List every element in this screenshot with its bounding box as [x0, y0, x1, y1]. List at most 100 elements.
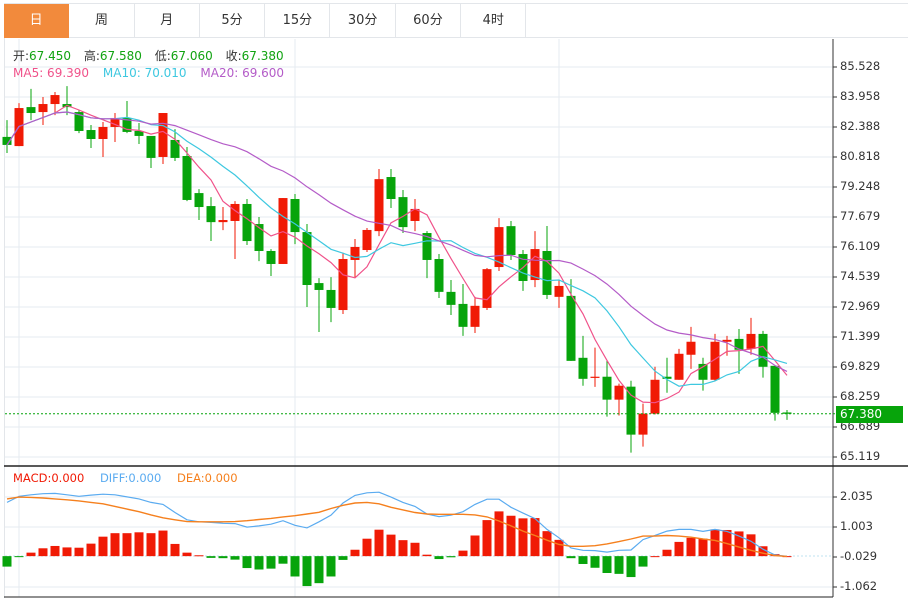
- macd-bar: [482, 520, 492, 557]
- ohlc-readout: 开:67.450 高:67.580 低:67.060 收:67.380: [13, 47, 293, 64]
- macd-bar: [362, 538, 372, 557]
- ma10-line: [6, 111, 788, 387]
- macd-bar: [122, 533, 132, 557]
- tab-month[interactable]: 月: [135, 4, 200, 38]
- ma-legend: MA5: 69.390 MA10: 70.010 MA20: 69.600: [13, 66, 294, 80]
- macd-bar: [110, 533, 120, 557]
- macd-bar: [242, 556, 252, 569]
- macd-bar: [194, 555, 204, 557]
- macd-bar: [158, 530, 168, 557]
- macd-bar: [758, 546, 768, 557]
- high-value: 67.580: [99, 49, 142, 63]
- candle-down: [2, 136, 12, 145]
- candle-down: [26, 107, 36, 114]
- tab-5min[interactable]: 5分: [200, 4, 266, 38]
- candle-up: [590, 376, 600, 378]
- candle-up: [362, 229, 372, 251]
- tab-week[interactable]: 周: [69, 4, 135, 38]
- price-tick-label: 69.829: [840, 359, 881, 373]
- macd-bar: [458, 550, 468, 557]
- macd-bar: [50, 545, 60, 557]
- macd-bar: [218, 556, 228, 559]
- candle-down: [446, 291, 456, 305]
- tab-day[interactable]: 日: [4, 4, 70, 38]
- candle-down: [782, 412, 792, 414]
- macd-bar: [614, 556, 624, 574]
- macd-bar: [62, 547, 72, 557]
- candle-down: [506, 226, 516, 255]
- ma5-line: [6, 104, 788, 404]
- tab-30min[interactable]: 30分: [330, 4, 396, 38]
- macd-bar: [710, 529, 720, 557]
- candle-down: [290, 199, 300, 233]
- open-value: 67.450: [29, 49, 72, 63]
- macd-bar: [74, 547, 84, 557]
- macd-tick-label: 1.003: [840, 519, 873, 533]
- macd-bar: [674, 541, 684, 557]
- macd-bar: [98, 536, 108, 557]
- candle-up: [638, 413, 648, 435]
- tab-60min[interactable]: 60分: [396, 4, 462, 38]
- open-label: 开:: [13, 49, 30, 63]
- macd-bar: [230, 556, 240, 560]
- candle-up: [158, 113, 168, 157]
- macd-bar: [386, 534, 396, 557]
- tab-15min[interactable]: 15分: [265, 4, 331, 38]
- macd-bar: [746, 534, 756, 557]
- candle-up: [554, 285, 564, 297]
- macd-bar: [422, 554, 432, 557]
- candle-down: [326, 289, 336, 308]
- candle-down: [734, 338, 744, 350]
- candle-down: [74, 112, 84, 131]
- macd-bar: [326, 556, 336, 577]
- close-value: 67.380: [241, 49, 284, 63]
- candle-up: [230, 203, 240, 221]
- price-tick-label: 71.399: [840, 329, 881, 343]
- candle-up: [650, 379, 660, 414]
- diff-line: [6, 491, 788, 557]
- price-tick-label: 77.679: [840, 209, 881, 223]
- price-tick-label: 82.388: [840, 119, 881, 133]
- ma10-legend: MA10: 70.010: [102, 66, 187, 80]
- macd-bar: [602, 556, 612, 573]
- macd-tick-label: -1.062: [840, 579, 878, 593]
- candle-down: [254, 224, 264, 251]
- candle-up: [674, 353, 684, 380]
- macd-bar: [14, 556, 24, 558]
- dea-legend-value: DEA:0.000: [176, 471, 238, 485]
- candle-down: [314, 283, 324, 290]
- macd-bar: [146, 533, 156, 557]
- price-tick-label: 68.259: [840, 389, 881, 403]
- candle-down: [386, 177, 396, 200]
- candle-up: [710, 341, 720, 380]
- candle-down: [662, 376, 672, 379]
- price-tick-label: 74.539: [840, 269, 881, 283]
- dea-line: [6, 496, 788, 558]
- chart-frame: [4, 38, 833, 598]
- macd-bar: [338, 556, 348, 560]
- candle-up: [410, 208, 420, 221]
- candle-down: [626, 386, 636, 435]
- macd-bar: [590, 556, 600, 568]
- candle-down: [86, 130, 96, 140]
- candle-up: [374, 179, 384, 232]
- macd-bar: [314, 556, 324, 584]
- macd-bar: [578, 556, 588, 564]
- macd-bar: [134, 532, 144, 557]
- macd-bar: [698, 538, 708, 557]
- macd-legend: MACD:0.000 DIFF:0.000 DEA:0.000: [13, 471, 250, 485]
- candle-down: [182, 156, 192, 200]
- macd-bar: [626, 556, 636, 578]
- tab-4hour[interactable]: 4时: [461, 4, 527, 38]
- price-tick-label: 76.109: [840, 239, 881, 253]
- candle-up: [98, 126, 108, 140]
- macd-bar: [470, 535, 480, 557]
- candle-down: [242, 203, 252, 242]
- macd-bar: [278, 556, 288, 564]
- current-price-label: 67.380: [836, 406, 903, 423]
- price-tick-label: 83.958: [840, 89, 881, 103]
- diff-legend-value: DIFF:0.000: [99, 471, 162, 485]
- price-tick-label: 65.119: [840, 449, 881, 463]
- candle-up: [50, 95, 60, 105]
